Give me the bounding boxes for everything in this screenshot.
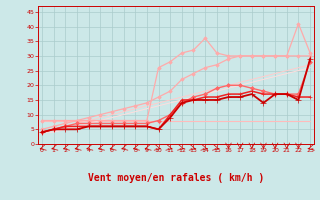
X-axis label: Vent moyen/en rafales ( km/h ): Vent moyen/en rafales ( km/h ): [88, 173, 264, 183]
